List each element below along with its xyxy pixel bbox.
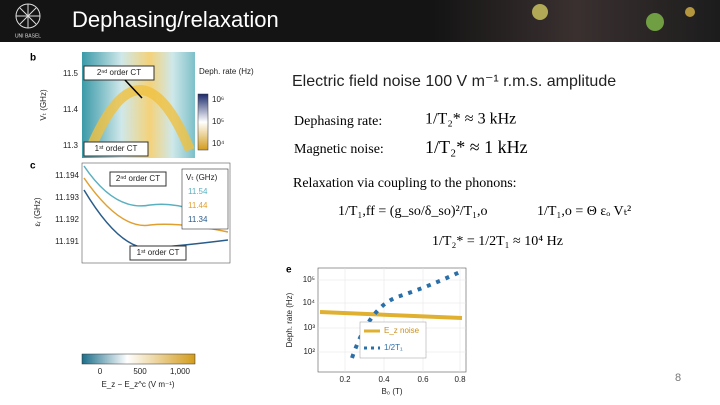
heading: Relaxation via coupling to the phonons: [293, 176, 517, 191]
annotation-box [129, 245, 187, 261]
legend-box [359, 321, 427, 359]
legend-title: Vₜ (GHz) [186, 173, 218, 182]
y-tick-label: 10⁵ [303, 275, 315, 284]
header-decoration [685, 7, 695, 17]
colorbar-tick: 10⁵ [212, 117, 224, 126]
annotation: 1ˢᵗ order CT [95, 144, 138, 153]
formula: 1/T₂* ≈ 3 kHz [425, 111, 516, 128]
label: Dephasing rate: [294, 114, 382, 129]
formula: 1/T₁,o = Θ εₒ Vₜ² [537, 204, 631, 219]
colorbar-tick: 0 [98, 367, 103, 376]
slide-title: Dephasing/relaxation [72, 7, 279, 32]
annotation: 2ⁿᵈ order CT [97, 68, 141, 77]
x-axis-label: B₀ (T) [381, 387, 402, 396]
panel-label: b [30, 53, 36, 64]
heading: Electric field noise 100 V m⁻¹ r.m.s. am… [292, 73, 616, 90]
y-axis-label: Deph. rate (Hz) [285, 292, 294, 347]
legend-entry: 11.54 [188, 187, 208, 196]
colorbar-tick: 10⁶ [212, 95, 224, 104]
arrow [124, 79, 143, 99]
label: Magnetic noise: [294, 142, 384, 157]
annotation-box [83, 65, 155, 81]
logo-text: UNI BASEL [15, 33, 41, 39]
y-tick-label: 11.5 [63, 69, 79, 78]
legend-entry: 11.34 [188, 215, 208, 224]
y-tick-label: 10³ [303, 323, 315, 332]
annotation: 1ˢᵗ order CT [137, 248, 180, 257]
legend-entry: 11.44 [188, 201, 208, 210]
x-tick-label: 0.8 [454, 375, 466, 384]
heatmap-arc [85, 85, 195, 152]
header-bar [0, 0, 720, 42]
y-axis-label: Vₜ (GHz) [39, 89, 48, 121]
header-decoration [646, 13, 664, 31]
annotation-box [83, 141, 149, 157]
y-tick-label: 11.4 [63, 105, 79, 114]
curve [319, 310, 463, 320]
colorbar-tick: 10⁴ [212, 139, 225, 148]
y-tick-label: 10² [303, 347, 315, 356]
y-tick-label: 10⁴ [303, 298, 316, 307]
panel-label: e [286, 265, 292, 276]
formula: 1/T₁,ff = (g_so/δ_so)²/T₁,o [338, 204, 488, 219]
legend-entry: 1/2T₁ [384, 343, 403, 352]
x-tick-label: 0.4 [378, 375, 390, 384]
y-tick-label: 11.191 [55, 237, 79, 246]
annotation-box [109, 171, 167, 187]
y-tick-label: 11.3 [63, 141, 79, 150]
logo [15, 3, 41, 29]
legend-box [181, 168, 229, 230]
y-tick-label: 11.194 [55, 171, 79, 180]
x-tick-label: 0.2 [339, 375, 351, 384]
header-decoration [532, 4, 548, 20]
colorbar-label: E_z − E_z^c (V m⁻¹) [101, 380, 174, 389]
annotation: 2ⁿᵈ order CT [116, 174, 160, 183]
formula: 1/T₂* = 1/2T₁ ≈ 10⁴ Hz [432, 234, 563, 249]
colorbar [197, 93, 209, 151]
x-tick-label: 0.6 [417, 375, 429, 384]
y-tick-label: 11.192 [55, 215, 79, 224]
y-tick-label: 11.193 [55, 193, 79, 202]
colorbar [81, 353, 196, 365]
colorbar-tick: 500 [133, 367, 147, 376]
y-axis-label: εᵣ (GHz) [33, 197, 42, 226]
legend-entry: E_z noise [384, 326, 420, 335]
colorbar-title: Deph. rate (Hz) [199, 67, 254, 76]
colorbar-tick: 1,000 [170, 367, 191, 376]
curve [350, 269, 463, 359]
panel-label: c [30, 161, 36, 172]
formula: 1/T₂* ≈ 1 kHz [425, 137, 528, 157]
page-number: 8 [675, 372, 681, 384]
